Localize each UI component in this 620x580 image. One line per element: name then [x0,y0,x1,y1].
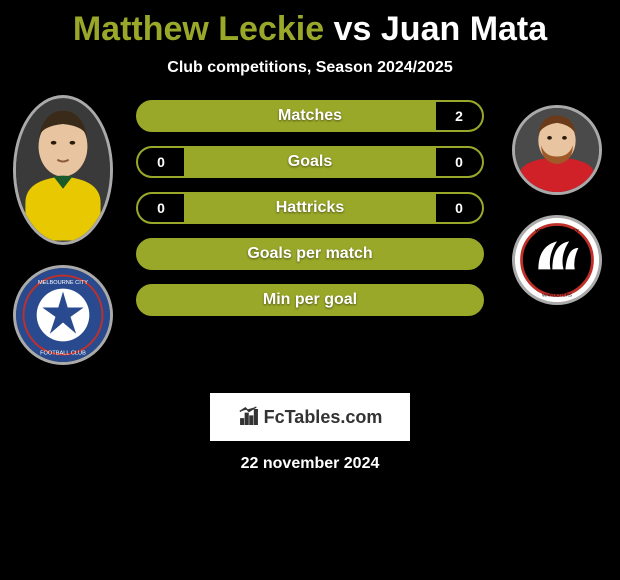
stat-row-goals-per-match: Goals per match [136,238,484,270]
comparison-title: Matthew Leckie vs Juan Mata [0,0,620,49]
player2-club-badge: WESTERN SYDNEY WANDERERS [512,215,602,305]
subtitle: Club competitions, Season 2024/2025 [0,59,620,77]
stat-value-right: 0 [436,194,482,222]
stat-label: Goals [184,153,436,171]
stat-value-right [436,240,482,268]
vs-text: vs [334,10,372,48]
stat-value-right: 2 [436,102,482,130]
stat-value-right [436,286,482,314]
player2-name: Juan Mata [381,10,547,48]
svg-text:MELBOURNE CITY: MELBOURNE CITY [38,280,88,286]
stat-row-hattricks: 0Hattricks0 [136,192,484,224]
player1-avatar [13,95,113,245]
chart-icon [238,406,260,428]
stat-value-left [138,240,184,268]
left-side: MELBOURNE CITY FOOTBALL CLUB [8,95,118,365]
stat-value-left [138,286,184,314]
player1-name: Matthew Leckie [73,10,324,48]
main-container: MELBOURNE CITY FOOTBALL CLUB Matches20Go… [0,95,620,365]
stat-row-min-per-goal: Min per goal [136,284,484,316]
svg-text:FOOTBALL CLUB: FOOTBALL CLUB [40,350,86,356]
date-text: 22 november 2024 [0,455,620,473]
brand-badge: FcTables.com [210,393,410,441]
svg-text:WESTERN SYDNEY: WESTERN SYDNEY [535,228,579,233]
stat-value-left: 0 [138,194,184,222]
stat-value-left [138,102,184,130]
stat-row-goals: 0Goals0 [136,146,484,178]
player1-club-badge: MELBOURNE CITY FOOTBALL CLUB [13,265,113,365]
stat-label: Min per goal [184,291,436,309]
stat-label: Hattricks [184,199,436,217]
brand-text: FcTables.com [264,407,383,428]
stats-column: Matches20Goals00Hattricks0Goals per matc… [136,95,484,316]
stat-label: Goals per match [184,245,436,263]
stat-label: Matches [184,107,436,125]
stat-value-right: 0 [436,148,482,176]
right-side: WESTERN SYDNEY WANDERERS [502,95,612,305]
player2-avatar [512,105,602,195]
stat-row-matches: Matches2 [136,100,484,132]
stat-value-left: 0 [138,148,184,176]
svg-text:WANDERERS: WANDERERS [542,292,572,297]
